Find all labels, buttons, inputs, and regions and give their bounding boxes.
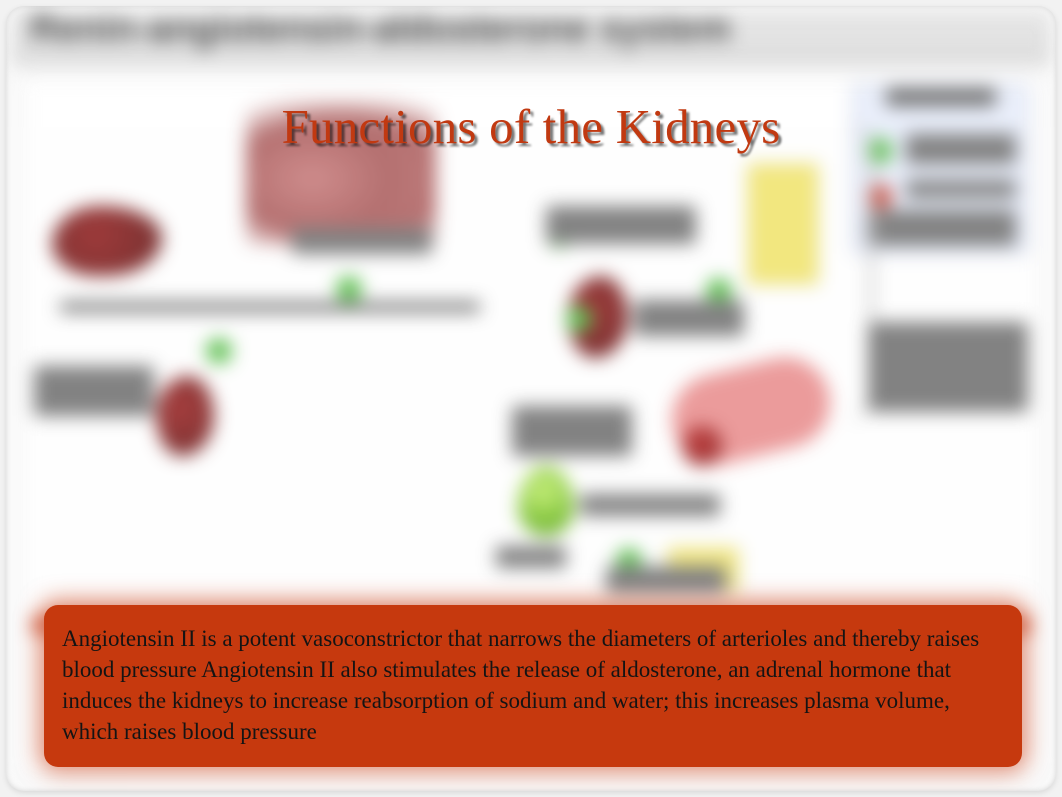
text-line	[60, 302, 480, 312]
text-line	[34, 366, 154, 416]
marker-dot	[566, 306, 592, 332]
text-line	[496, 546, 566, 568]
text-line	[580, 494, 720, 516]
caption-box: Angiotensin II is a potent vasoconstrict…	[44, 605, 1022, 767]
slide-card: Renin-angiotensin-aldosterone system	[6, 6, 1056, 791]
text-line	[606, 566, 726, 594]
legend-label-2	[906, 180, 1016, 198]
slide-title: Functions of the Kidneys	[6, 98, 1056, 155]
blood-cell-shape	[682, 426, 722, 466]
brace-shape	[818, 122, 874, 422]
marker-dot	[336, 276, 362, 302]
caption-text: Angiotensin II is a potent vasoconstrict…	[62, 626, 979, 744]
header-title: Renin-angiotensin-aldosterone system	[30, 8, 731, 51]
brace-text	[868, 322, 1028, 412]
text-line	[546, 206, 696, 244]
text-line	[512, 406, 632, 456]
legend-label-3	[866, 210, 1016, 246]
text-line	[292, 228, 432, 254]
marker-dot	[206, 338, 232, 364]
text-line	[634, 300, 744, 336]
yellow-note-1	[748, 164, 818, 284]
